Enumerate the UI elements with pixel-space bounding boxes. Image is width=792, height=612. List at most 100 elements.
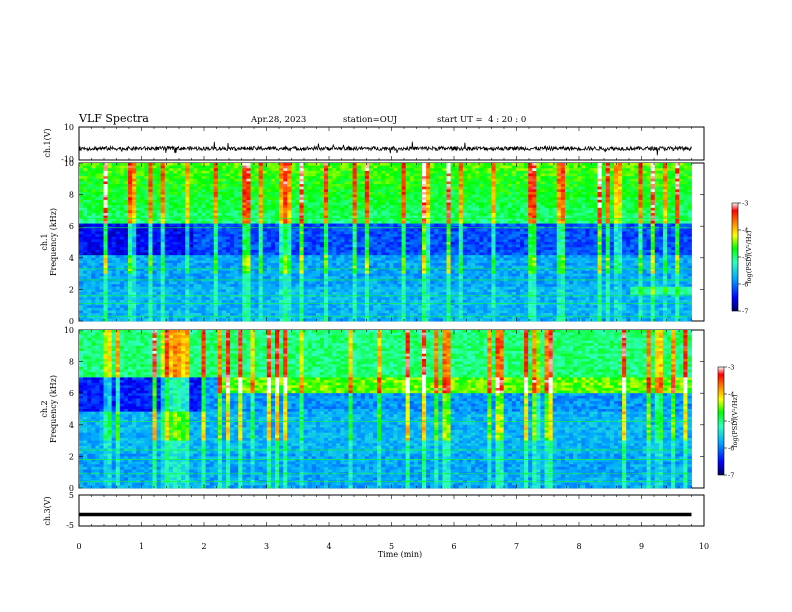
- spectrogram-cell: [642, 191, 647, 195]
- spectrogram-cell: [315, 220, 321, 224]
- spectrogram-cell: [205, 218, 211, 222]
- spectrogram-cell: [315, 178, 321, 182]
- spectrogram-cell: [177, 231, 182, 235]
- spectrogram-cell: [650, 165, 656, 169]
- spectrogram-cell: [528, 197, 533, 201]
- spectrogram-cell: [91, 170, 96, 174]
- spectrogram-cell: [291, 228, 296, 232]
- spectrogram-cell: [646, 186, 652, 190]
- spectrogram-cell: [152, 205, 157, 209]
- spectrogram-cell: [356, 231, 362, 235]
- spectrogram-cell: [303, 215, 309, 219]
- spectrogram-cell: [458, 202, 464, 206]
- spectrogram-cell: [221, 186, 227, 190]
- spectrogram-cell: [132, 202, 137, 206]
- spectrogram-cell: [266, 244, 272, 248]
- spectrogram-cell: [79, 205, 84, 209]
- spectrogram-cell: [332, 170, 337, 174]
- spectrogram-cell: [438, 178, 443, 182]
- spectrogram-cell: [479, 205, 484, 209]
- spectrogram-cell: [638, 181, 643, 185]
- spectrogram-cell: [160, 213, 166, 217]
- spectrogram-cell: [462, 165, 468, 169]
- spectrogram-cell: [242, 184, 247, 188]
- spectrogram-cell: [360, 239, 366, 243]
- spectrogram-cell: [262, 170, 268, 174]
- spectrogram-cell: [270, 210, 276, 214]
- spectrogram-cell: [303, 231, 309, 235]
- spectrogram-cell: [381, 242, 386, 246]
- spectrogram-cell: [450, 163, 456, 167]
- spectrogram-cell: [336, 213, 341, 217]
- spectrogram-cell: [613, 194, 619, 198]
- spectrogram-cell: [507, 181, 513, 185]
- spectrogram-cell: [352, 234, 358, 238]
- spectrogram-cell: [291, 197, 296, 201]
- spectrogram-cell: [609, 199, 615, 203]
- spectrogram-cell: [499, 181, 505, 185]
- spectrogram-cell: [569, 244, 574, 248]
- spectrogram-cell: [79, 176, 84, 180]
- spectrogram-cell: [128, 213, 133, 217]
- spectrogram-cell: [148, 218, 153, 222]
- spectrogram-cell: [340, 197, 345, 201]
- spectrogram-cell: [544, 202, 549, 206]
- spectrogram-cell: [577, 184, 582, 188]
- spectrogram-cell: [119, 199, 125, 203]
- spectrogram-cell: [226, 234, 231, 238]
- spectrogram-cell: [650, 228, 656, 232]
- spectrogram-cell: [324, 191, 329, 195]
- spectrogram-cell: [144, 170, 149, 174]
- spectrogram-cell: [368, 220, 374, 224]
- spectrogram-cell: [450, 173, 456, 177]
- spectrogram-cell: [458, 210, 464, 214]
- spectrogram-cell: [613, 220, 619, 224]
- spectrogram-cell: [499, 170, 505, 174]
- spectrogram-cell: [654, 186, 660, 190]
- spectrogram-cell: [560, 215, 566, 219]
- spectrogram-cell: [201, 234, 206, 238]
- spectrogram-cell: [87, 239, 92, 243]
- spectrogram-cell: [275, 205, 280, 209]
- spectrogram-cell: [87, 207, 92, 211]
- spectrogram-cell: [556, 239, 562, 243]
- spectrogram-cell: [422, 239, 427, 243]
- spectrogram-cell: [262, 205, 268, 209]
- spectrogram-cell: [401, 199, 407, 203]
- spectrogram-cell: [103, 178, 108, 182]
- spectrogram-cell: [226, 173, 231, 177]
- spectrogram-cell: [168, 210, 174, 214]
- spectrogram-cell: [564, 184, 570, 188]
- spectrogram-cell: [319, 223, 325, 227]
- spectrogram-cell: [319, 184, 325, 188]
- spectrogram-cell: [291, 205, 296, 209]
- spectrogram-cell: [548, 191, 554, 195]
- spectrogram-cell: [279, 194, 284, 198]
- spectrogram-cell: [258, 202, 264, 206]
- spectrogram-cell: [687, 207, 692, 211]
- spectrogram-cell: [675, 202, 680, 206]
- spectrogram-cell: [413, 191, 419, 195]
- spectrogram-cell: [356, 199, 362, 203]
- spectrogram-cell: [520, 194, 525, 198]
- spectrogram-cell: [552, 191, 558, 195]
- spectrogram-cell: [352, 202, 358, 206]
- spectrogram-cell: [213, 163, 219, 167]
- spectrogram-cell: [115, 213, 121, 217]
- spectrogram-cell: [95, 199, 100, 203]
- spectrogram-cell: [544, 181, 549, 185]
- spectrogram-cell: [405, 178, 411, 182]
- spectrogram-cell: [503, 223, 509, 227]
- spectrogram-cell: [499, 176, 505, 180]
- spectrogram-cell: [422, 210, 427, 214]
- spectrogram-cell: [136, 220, 141, 224]
- spectrogram-cell: [360, 173, 366, 177]
- spectrogram-cell: [532, 184, 537, 188]
- spectrogram-cell: [413, 199, 419, 203]
- spectrogram-cell: [548, 242, 554, 246]
- spectrogram-cell: [119, 165, 125, 169]
- spectrogram-cell: [511, 210, 517, 214]
- spectrogram-cell: [507, 213, 513, 217]
- spectrogram-cell: [381, 186, 386, 190]
- spectrogram-cell: [630, 165, 635, 169]
